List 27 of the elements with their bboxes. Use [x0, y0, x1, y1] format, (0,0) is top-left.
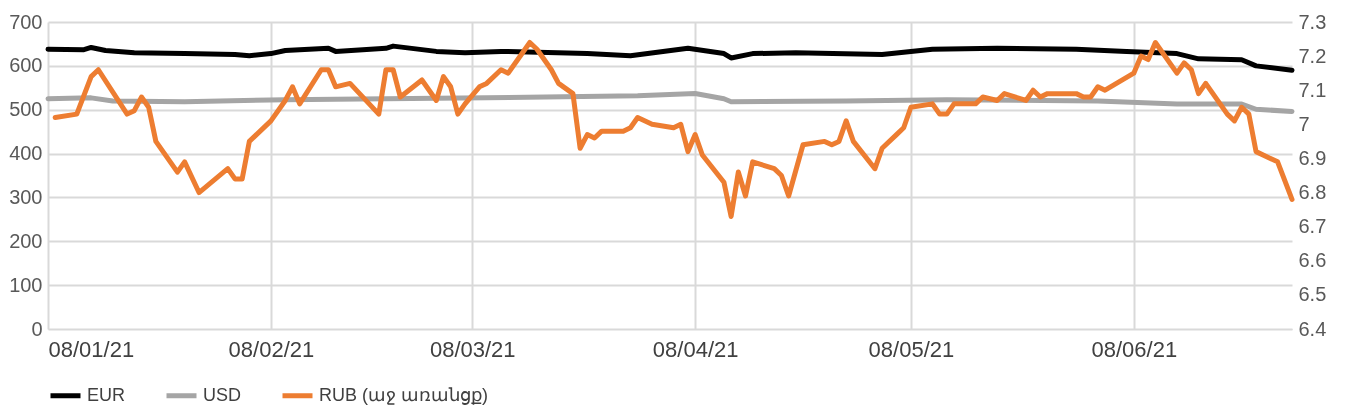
- y-tick-label: 600: [9, 54, 43, 77]
- y2-tick-label: 7.2: [1298, 44, 1327, 67]
- y2-tick-label: 7.1: [1298, 78, 1327, 101]
- y2-tick-label: 7: [1298, 112, 1310, 135]
- y-tick-label: 500: [9, 98, 43, 121]
- y2-tick-label: 6.8: [1298, 181, 1327, 204]
- x-tick-label: 08/05/21: [868, 336, 955, 362]
- legend-label: RUB (աջ առանցք): [319, 384, 488, 405]
- y-tick-label: 200: [9, 229, 43, 252]
- y2-tick-label: 6.7: [1298, 215, 1327, 238]
- x-tick-label: 08/06/21: [1091, 336, 1178, 362]
- y-tick-label: 700: [9, 10, 43, 33]
- y2-tick-label: 6.9: [1298, 146, 1327, 169]
- x-tick-label: 08/04/21: [652, 336, 739, 362]
- x-tick-label: 08/02/21: [228, 336, 315, 362]
- x-tick-label: 08/01/21: [48, 336, 135, 362]
- y2-tick-label: 6.5: [1298, 283, 1327, 306]
- y-tick-label: 0: [31, 317, 43, 340]
- y-tick-label: 400: [9, 142, 43, 165]
- x-tick-label: 08/03/21: [429, 336, 516, 362]
- legend-label: USD: [203, 384, 242, 405]
- y2-tick-label: 6.4: [1298, 317, 1327, 340]
- y-tick-label: 300: [9, 185, 43, 208]
- y2-tick-label: 6.6: [1298, 249, 1327, 272]
- y-tick-label: 100: [9, 273, 43, 296]
- y2-tick-label: 7.3: [1298, 10, 1327, 33]
- legend-label: EUR: [87, 384, 126, 405]
